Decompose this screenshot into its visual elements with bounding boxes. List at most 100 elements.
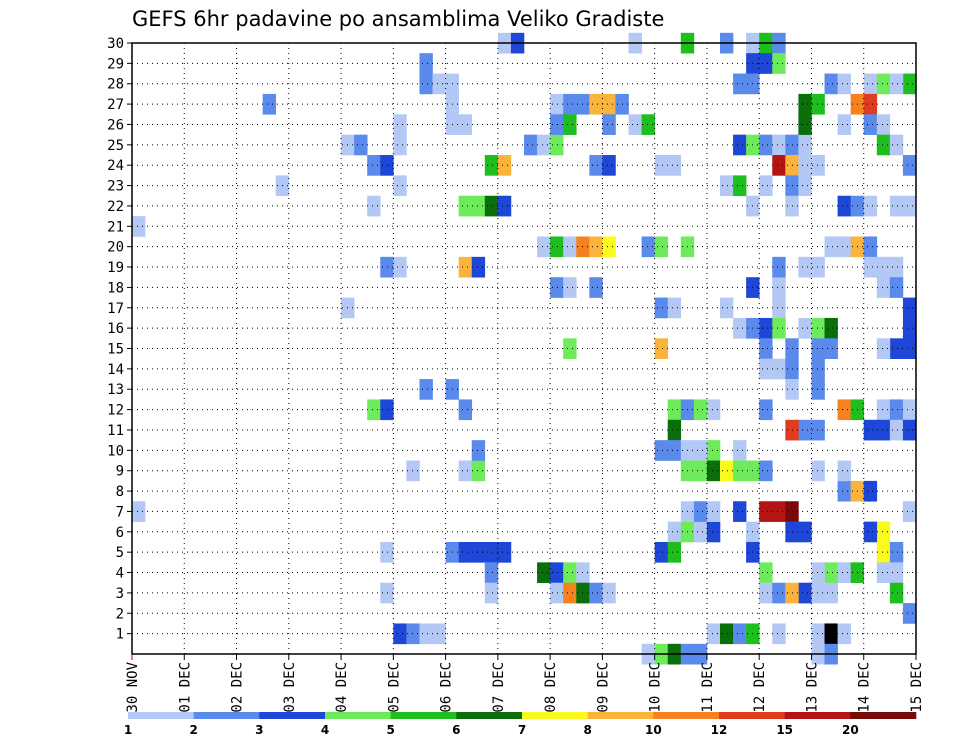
heatmap-cell xyxy=(902,603,917,624)
x-tick-label: 12 DEC xyxy=(752,662,768,713)
heatmap-cell xyxy=(406,460,420,482)
heatmap-cell xyxy=(458,195,473,217)
y-tick-label: 17 xyxy=(107,301,124,317)
y-tick-label: 14 xyxy=(107,362,124,378)
heatmap-cell xyxy=(772,277,786,298)
y-tick-label: 18 xyxy=(107,280,124,296)
y-tick-label: 26 xyxy=(107,117,124,133)
heatmap-cell xyxy=(733,175,747,197)
heatmap-cell xyxy=(654,236,669,258)
heatmap-cell xyxy=(367,195,381,217)
heatmap-cell xyxy=(824,338,838,359)
heatmap-cell xyxy=(811,379,825,400)
heatmap-cell xyxy=(759,562,773,584)
heatmap-cell xyxy=(889,256,904,278)
heatmap-cell xyxy=(837,562,851,584)
heatmap-cell xyxy=(798,155,812,176)
heatmap-cell xyxy=(497,155,512,176)
heatmap-cell xyxy=(772,501,786,522)
heatmap-cell xyxy=(563,338,577,359)
heatmap-cell xyxy=(772,623,786,645)
heatmap-cell xyxy=(602,582,616,604)
heatmap-cell xyxy=(824,623,838,645)
heatmap-cell xyxy=(393,134,407,156)
heatmap-cell xyxy=(798,256,812,278)
heatmap-cell xyxy=(693,521,708,543)
heatmap-cell xyxy=(484,541,499,563)
heatmap-cell xyxy=(824,562,838,584)
heatmap-cell xyxy=(902,501,917,522)
heatmap-cell xyxy=(733,460,747,482)
grid-lines xyxy=(132,42,916,654)
heatmap-cell xyxy=(393,114,407,135)
heatmap-cell xyxy=(563,582,577,604)
heatmap-cell xyxy=(824,236,838,258)
heatmap-cell xyxy=(811,562,825,584)
heatmap-cell xyxy=(863,521,878,543)
x-tick-label: 09 DEC xyxy=(595,662,611,713)
heatmap-cell xyxy=(654,155,669,176)
heatmap-cell xyxy=(811,155,825,176)
heatmap-cell xyxy=(876,562,891,584)
heatmap-cell xyxy=(471,541,486,563)
heatmap-cell xyxy=(602,155,616,176)
heatmap-cell xyxy=(628,114,642,135)
heatmap-cell xyxy=(393,256,407,278)
legend-label: 4 xyxy=(321,723,329,737)
y-tick-label: 22 xyxy=(107,199,124,215)
heatmap-cell xyxy=(458,114,473,135)
heatmap-cell xyxy=(550,236,564,258)
heatmap-cell xyxy=(889,419,904,441)
heatmap-cell xyxy=(733,73,747,95)
heatmap-cell xyxy=(759,358,773,380)
heatmap-cell xyxy=(589,236,603,258)
y-tick-label: 11 xyxy=(107,423,124,439)
heatmap-cell xyxy=(720,623,734,645)
heatmap-cell xyxy=(563,236,577,258)
heatmap-cell xyxy=(759,501,773,522)
legend-swatch xyxy=(325,712,391,719)
heatmap-cell xyxy=(589,93,603,115)
y-tick-label: 7 xyxy=(116,504,124,520)
heatmap-cell xyxy=(497,541,512,563)
heatmap-cell xyxy=(537,562,551,584)
heatmap-cell xyxy=(772,297,786,319)
y-tick-label: 1 xyxy=(116,627,124,643)
heatmap-cell xyxy=(759,460,773,482)
x-tick-label: 08 DEC xyxy=(543,662,559,713)
heatmap-cell xyxy=(471,256,486,278)
heatmap-cell xyxy=(471,440,486,461)
heatmap-cell xyxy=(262,93,277,115)
heatmap-cell xyxy=(667,440,682,461)
heatmap-cell xyxy=(706,521,721,543)
heatmap-cell xyxy=(863,256,878,278)
heatmap-cell xyxy=(798,175,812,197)
heatmap-cell xyxy=(367,399,381,421)
heatmap-cell xyxy=(811,582,825,604)
heatmap-cell xyxy=(537,236,551,258)
x-axis-ticks: 30 NOV 01 DEC 02 DEC 03 DEC 04 DEC 05 DEC 06 D… xyxy=(125,654,925,713)
y-tick-label: 27 xyxy=(107,97,124,113)
y-tick-label: 30 xyxy=(107,36,124,52)
heatmap-cell xyxy=(380,256,394,278)
heatmap-cell xyxy=(132,501,146,522)
y-tick-label: 24 xyxy=(107,158,124,174)
heatmap-cell xyxy=(471,460,486,482)
heatmap-cell xyxy=(354,134,368,156)
heatmap-cell xyxy=(693,460,708,482)
heatmap-cell xyxy=(798,134,812,156)
heatmap-cell xyxy=(458,541,473,563)
legend-label: 10 xyxy=(645,723,662,737)
legend-label: 12 xyxy=(711,723,728,737)
x-tick-label: 11 DEC xyxy=(700,662,716,713)
heatmap-cell xyxy=(733,623,747,645)
legend-swatch xyxy=(522,712,588,719)
heatmap-cell xyxy=(471,195,486,217)
legend-swatch xyxy=(587,712,654,719)
heatmap-cell xyxy=(406,623,420,645)
heatmap-cell xyxy=(876,256,891,278)
y-tick-label: 9 xyxy=(116,464,124,480)
heatmap-cell xyxy=(837,236,851,258)
x-tick-label: 30 NOV xyxy=(125,661,141,712)
x-tick-label: 15 DEC xyxy=(909,662,925,713)
